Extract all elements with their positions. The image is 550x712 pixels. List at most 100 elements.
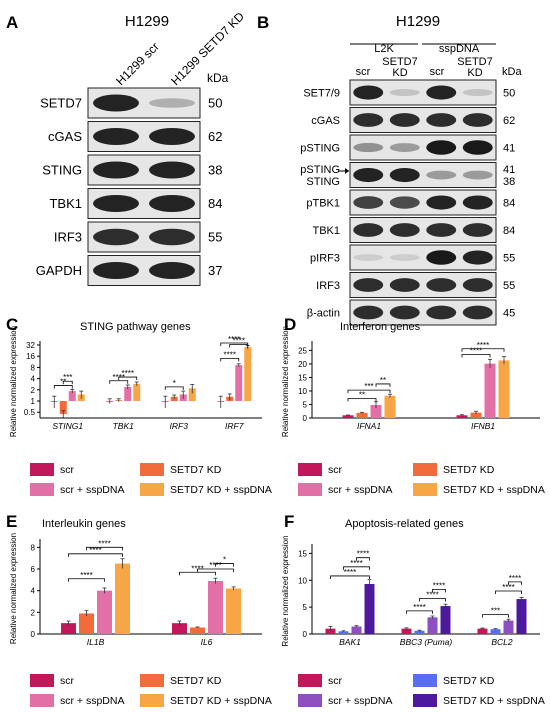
- panel-a-kda-unit: kDa: [207, 71, 229, 85]
- blot-band: [462, 250, 493, 265]
- bar: [401, 628, 412, 634]
- legend-label: scr: [60, 675, 75, 687]
- y-tick-label: 16: [26, 352, 35, 361]
- blot-band: [149, 228, 195, 246]
- bar: [244, 347, 252, 402]
- blot-row-label: STING: [42, 163, 82, 178]
- blot-band: [93, 161, 139, 179]
- significance-label: ****: [477, 341, 489, 350]
- bar: [342, 415, 354, 418]
- blot-band: [389, 113, 420, 127]
- blot-band: [353, 223, 384, 237]
- y-tick-label: 15: [298, 373, 307, 382]
- panel-b-lane-3: scr: [430, 66, 445, 78]
- blot-kda: 55: [208, 230, 222, 245]
- legend-label: scr: [60, 464, 75, 476]
- significance-bracket: [508, 581, 522, 585]
- y-tick-label: 0.5: [24, 408, 36, 417]
- significance-bracket: [220, 357, 240, 362]
- blot-row-label: GAPDH: [36, 263, 82, 278]
- blot-band: [462, 113, 493, 127]
- significance-bracket: [406, 610, 433, 614]
- panel-letter: E: [6, 512, 17, 531]
- bar: [325, 628, 336, 634]
- legend-swatch: [298, 463, 322, 476]
- significance-bracket: [432, 588, 446, 593]
- x-tick-label: IRF3: [170, 421, 189, 431]
- legend-swatch: [413, 483, 437, 496]
- panel-a-letter: A: [6, 13, 18, 32]
- blot-row-label: TBK1: [312, 225, 340, 237]
- blot-band: [93, 128, 139, 145]
- blot-band: [426, 278, 457, 292]
- blot-row-label: pIRF3: [310, 252, 340, 264]
- blot-band: [462, 88, 493, 97]
- blot-kda: 84: [503, 197, 515, 209]
- blot-band: [462, 170, 493, 180]
- blot-band: [389, 88, 420, 97]
- blot-kda: 50: [503, 87, 515, 99]
- bar: [384, 395, 396, 418]
- blot-band: [353, 305, 384, 320]
- legend-label: scr + sspDNA: [60, 484, 124, 496]
- significance-bracket: [62, 380, 73, 385]
- blot-row-label: SET7/9: [303, 87, 340, 99]
- x-tick-label: IFNA1: [357, 421, 381, 431]
- blot-kda: 84: [503, 225, 515, 237]
- legend-swatch: [140, 463, 164, 476]
- blot-band: [426, 140, 457, 155]
- panel-letter: C: [6, 315, 18, 334]
- blot-band: [389, 196, 420, 209]
- blot-band: [462, 223, 493, 237]
- panel-a-blot: SETD7 50 cGAS 62 STING 38 TBK1 84 IRF3 55 GAPDH 37: [36, 87, 222, 286]
- blot-row-label: STING: [306, 176, 340, 188]
- y-axis-label: Relative normalized expression: [9, 533, 18, 644]
- blot-row-label: β-actin: [307, 307, 340, 319]
- significance-label: ****: [509, 574, 521, 583]
- bar: [124, 386, 132, 402]
- significance-label: ****: [357, 550, 369, 559]
- legend-swatch: [298, 694, 322, 707]
- significance-label: ****: [80, 571, 92, 580]
- significance-label: ****: [344, 568, 356, 577]
- significance-bracket: [109, 380, 129, 384]
- significance-label: ****: [89, 546, 101, 555]
- bar: [456, 415, 468, 418]
- bar: [498, 360, 510, 418]
- significance-label: ****: [350, 559, 362, 568]
- legend-swatch: [413, 463, 437, 476]
- bar: [338, 631, 349, 634]
- significance-bracket: [229, 344, 249, 348]
- significance-bracket: [419, 598, 446, 602]
- significance-label: ****: [470, 346, 482, 355]
- blot-band: [389, 223, 420, 237]
- y-axis-label: Relative normalized expression: [281, 326, 290, 437]
- legend-swatch: [140, 694, 164, 707]
- significance-bracket: [461, 354, 491, 358]
- bar: [61, 623, 76, 634]
- panel-a-title: H1299: [125, 13, 169, 30]
- legend-label: SETD7 KD: [443, 675, 495, 687]
- significance-bracket: [461, 348, 505, 352]
- legend-label: SETD7 KD: [443, 464, 495, 476]
- y-tick-label: 8: [31, 363, 36, 372]
- blot-band: [389, 143, 420, 152]
- blot-band: [149, 128, 195, 145]
- blot-band: [462, 278, 493, 292]
- bar: [427, 617, 438, 634]
- blot-kda: 38: [208, 163, 222, 178]
- blot-band: [353, 113, 384, 127]
- legend-swatch: [413, 674, 437, 687]
- panel-b-kda-unit: kDa: [502, 66, 522, 78]
- bar: [172, 623, 187, 634]
- panel-letter: D: [284, 315, 296, 334]
- x-tick-label: BBC3 (Puma): [400, 637, 453, 647]
- significance-bracket: [375, 383, 391, 387]
- blot-row-label: IRF3: [316, 280, 340, 292]
- bar: [364, 584, 375, 634]
- blot-band: [426, 195, 457, 210]
- blot-band: [426, 85, 457, 100]
- significance-label: *: [173, 379, 176, 388]
- legend-swatch: [298, 674, 322, 687]
